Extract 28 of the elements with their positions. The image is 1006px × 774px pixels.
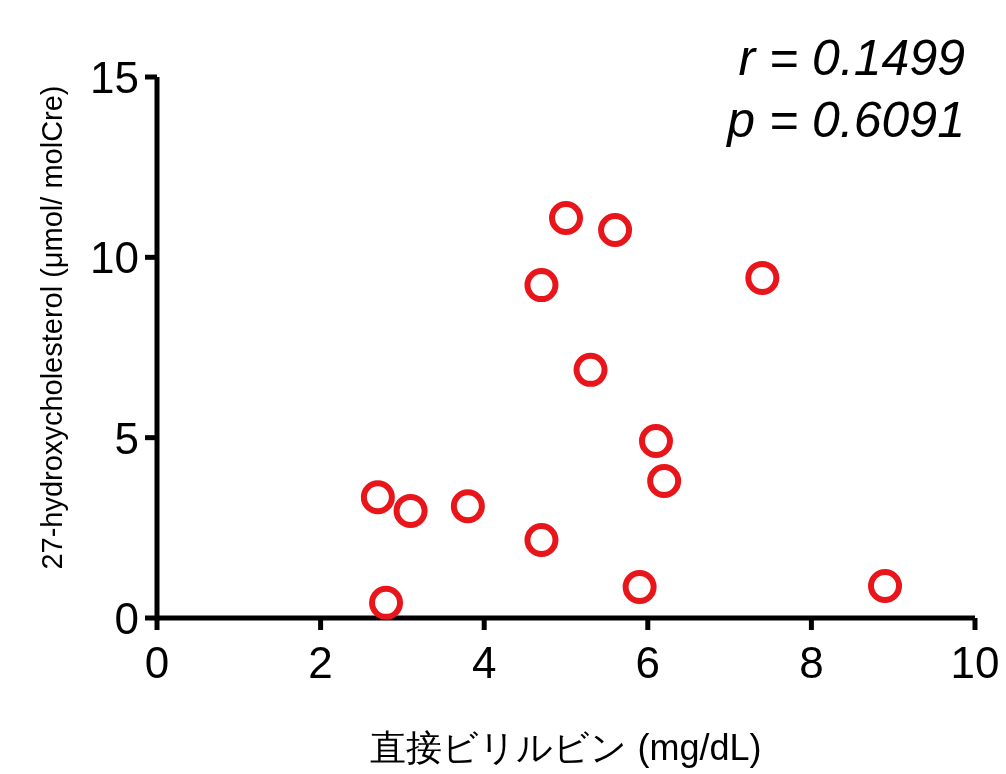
x-tick-label: 2: [308, 638, 333, 687]
y-tick-label: 5: [114, 413, 139, 463]
point: [573, 352, 608, 387]
x-tick-label: 4: [471, 638, 497, 687]
point: [360, 480, 395, 515]
y-tick-label: 0: [114, 594, 139, 643]
x-tick-label: 10: [950, 638, 1000, 687]
point: [524, 268, 559, 303]
y-tick-label: 15: [90, 53, 139, 102]
point: [638, 423, 673, 458]
point: [622, 569, 657, 604]
point: [598, 212, 633, 247]
annotation: p = 0.6091: [725, 92, 965, 148]
point: [549, 201, 583, 236]
point: [647, 463, 682, 498]
point: [369, 585, 404, 620]
point: [745, 260, 780, 295]
x-axis-title: 直接ビリルビン (mg/dL): [370, 727, 762, 768]
x-tick-label: 8: [799, 638, 824, 687]
y-tick-label: 10: [90, 233, 139, 283]
x-tick-label: 0: [144, 638, 170, 687]
x-tick-label: 6: [635, 638, 661, 687]
y-axis-title: 27-hydroxycholesterol (μmol/ molCre): [36, 85, 68, 570]
point: [868, 568, 903, 603]
annotation: r = 0.1499: [738, 30, 965, 86]
point: [524, 523, 559, 558]
point: [393, 493, 428, 528]
point: [450, 489, 485, 524]
